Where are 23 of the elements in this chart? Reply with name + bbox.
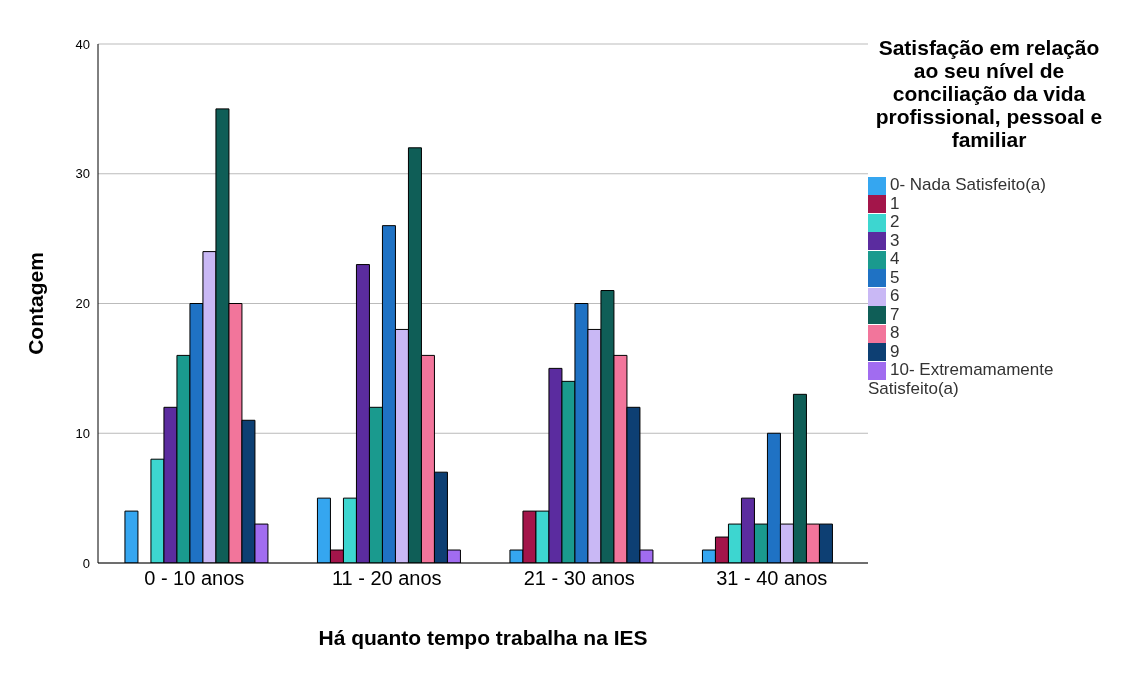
x-tick-label: 31 - 40 anos bbox=[716, 567, 828, 590]
legend-label: 0- Nada Satisfeito(a) bbox=[890, 175, 1046, 194]
y-tick-label: 10 bbox=[75, 425, 90, 441]
y-tick-label: 30 bbox=[75, 166, 90, 182]
legend-label: 3 bbox=[890, 230, 900, 250]
x-axis-title: Há quanto tempo trabalha na IES bbox=[318, 626, 648, 649]
y-tick-label: 40 bbox=[75, 36, 90, 52]
x-tick-label: 11 - 20 anos bbox=[331, 567, 442, 590]
x-tick-label: 21 - 30 anos bbox=[523, 567, 635, 590]
legend-label: 7 bbox=[890, 304, 900, 324]
y-tick-label: 20 bbox=[75, 296, 90, 312]
legend-label: 9 bbox=[890, 341, 900, 361]
legend-label: 1 bbox=[890, 193, 900, 213]
legend-label: 6 bbox=[890, 286, 900, 306]
legend-label: 5 bbox=[890, 267, 900, 287]
x-tick-label: 0 - 10 anos bbox=[144, 567, 245, 590]
legend-title: Satisfação em relação ao seu nível de conciliação da vida profissional, pessoal e familiar bbox=[874, 36, 1104, 151]
legend-label: 4 bbox=[890, 249, 900, 269]
legend-label: 8 bbox=[890, 323, 900, 343]
y-axis-title: Contagem bbox=[24, 252, 48, 355]
legend-label: 2 bbox=[890, 212, 900, 232]
y-tick-label: 0 bbox=[82, 555, 90, 571]
legend-label: 10- Extremamamente Satisfeito(a) bbox=[868, 360, 1054, 398]
